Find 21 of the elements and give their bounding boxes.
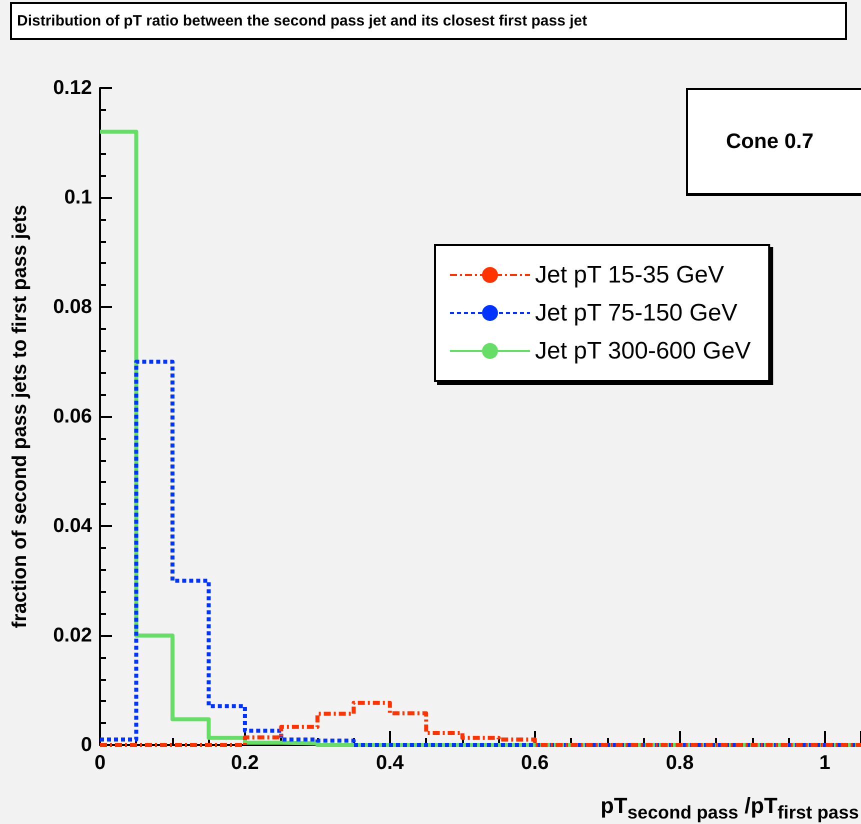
chart-title: Distribution of pT ratio between the second pass jet and its closest first pass jet <box>17 12 588 30</box>
y-tick-label: 0.04 <box>53 515 93 537</box>
x-tick-label: 0 <box>94 752 106 774</box>
legend-label: Jet pT 15-35 GeV <box>535 262 724 288</box>
y-tick-label: 0 <box>80 734 92 756</box>
annotation: Cone 0.7 <box>726 130 814 154</box>
y-tick-label: 0.12 <box>53 77 92 99</box>
x-tick-label: 0.2 <box>231 752 259 774</box>
text-box: Cone 0.7 <box>686 88 861 196</box>
legend-label: Jet pT 300-600 GeV <box>535 338 751 364</box>
x-tick-label: 0.8 <box>666 752 694 774</box>
y-axis-title: fraction of second pass jets to first pass jets <box>9 204 31 628</box>
x-tick-label: 0.6 <box>520 752 549 774</box>
y-tick-label: 0.02 <box>53 624 92 646</box>
x-axis-title: pT$_{second pass}$ /pT$_{first pass}$ <box>600 793 859 824</box>
y-tick-label: 0.06 <box>53 406 92 428</box>
x-tick-label: 0.4 <box>376 752 405 774</box>
y-tick-label: 0.08 <box>53 296 92 318</box>
x-tick-label: 1 <box>819 752 830 774</box>
y-tick-label: 0.1 <box>64 186 92 208</box>
legend-label: Jet pT 75-150 GeV <box>535 300 738 326</box>
